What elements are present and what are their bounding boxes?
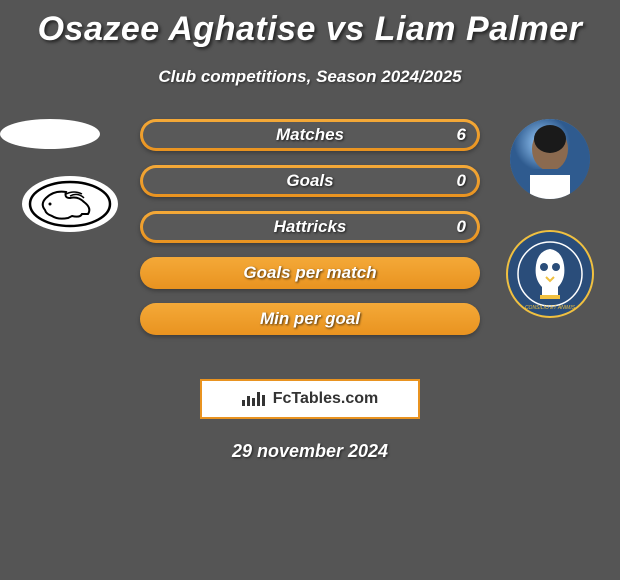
stat-bar-label: Goals per match xyxy=(140,263,480,283)
stat-bar-value-right: 0 xyxy=(457,217,466,237)
club-right-badge: CONSILIO ET ANIMIS xyxy=(500,229,600,319)
player-right-avatar xyxy=(510,119,590,199)
svg-text:CONSILIO ET ANIMIS: CONSILIO ET ANIMIS xyxy=(525,305,576,311)
date-text: 29 november 2024 xyxy=(0,441,620,462)
stats-area: CONSILIO ET ANIMIS Matches6Goals0Hattric… xyxy=(0,119,620,359)
stat-bar-label: Goals xyxy=(140,171,480,191)
subtitle: Club competitions, Season 2024/2025 xyxy=(0,67,620,87)
stat-bar: Goals0 xyxy=(140,165,480,197)
club-left-badge xyxy=(20,174,120,234)
stat-bar: Hattricks0 xyxy=(140,211,480,243)
branding-box[interactable]: FcTables.com xyxy=(200,379,420,419)
stat-bar: Min per goal xyxy=(140,303,480,335)
stat-bar: Goals per match xyxy=(140,257,480,289)
chart-icon xyxy=(242,392,267,406)
page-title: Osazee Aghatise vs Liam Palmer xyxy=(0,0,620,49)
stat-bar-label: Hattricks xyxy=(140,217,480,237)
stat-bar-label: Matches xyxy=(140,125,480,145)
player-left-avatar xyxy=(0,119,100,149)
stat-bar-label: Min per goal xyxy=(140,309,480,329)
stat-bars: Matches6Goals0Hattricks0Goals per matchM… xyxy=(140,119,480,349)
stat-bar: Matches6 xyxy=(140,119,480,151)
branding-text: FcTables.com xyxy=(273,390,379,408)
stat-bar-value-right: 6 xyxy=(457,125,466,145)
stat-bar-value-right: 0 xyxy=(457,171,466,191)
